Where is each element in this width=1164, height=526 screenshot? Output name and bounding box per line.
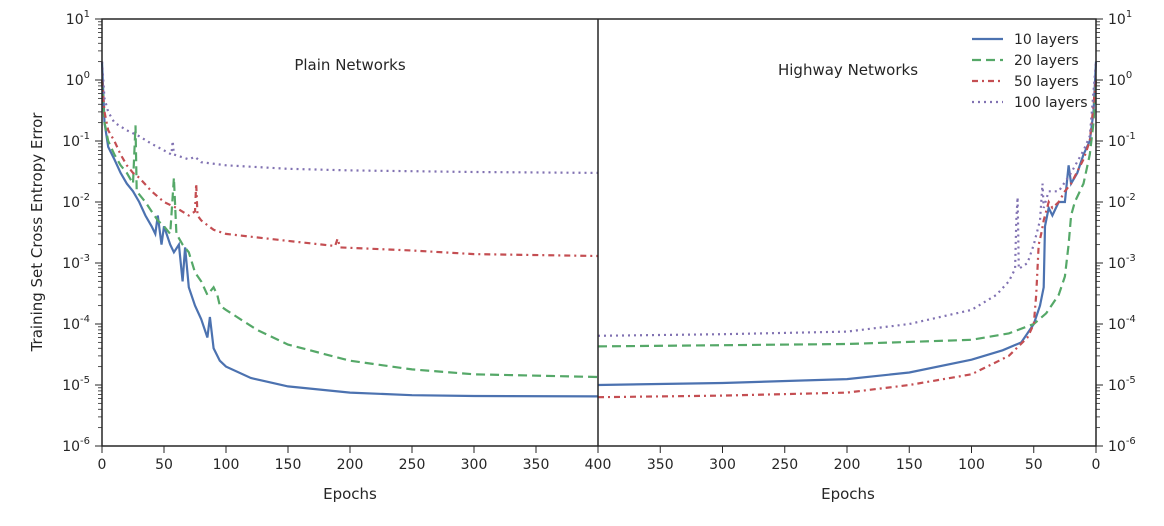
- y-axis-label: Training Set Cross Entropy Error: [28, 112, 46, 353]
- x-tick-label: 250: [771, 457, 798, 473]
- y-tick-label-right: 10-2: [1108, 192, 1136, 211]
- y-tick-label-left: 100: [66, 70, 90, 89]
- y-tick-label-right: 100: [1108, 70, 1132, 89]
- panel-title-highway: Highway Networks: [778, 61, 918, 79]
- y-tick-label-left: 10-4: [62, 314, 90, 333]
- y-tick-label-right: 10-1: [1108, 131, 1136, 150]
- legend-label: 50 layers: [1014, 74, 1079, 90]
- x-axis-label-plain: Epochs: [323, 485, 377, 503]
- legend-label: 10 layers: [1014, 32, 1079, 48]
- x-tick-label: 50: [1025, 457, 1043, 473]
- x-tick-label: 0: [98, 457, 107, 473]
- series-line-20-layers-highway: [597, 79, 1098, 348]
- y-tick-label-left: 10-3: [62, 253, 90, 272]
- x-tick-label: 200: [337, 457, 364, 473]
- x-axis-label-highway: Epochs: [821, 485, 875, 503]
- x-tick-label: 100: [213, 457, 240, 473]
- panel-title-plain: Plain Networks: [294, 56, 405, 74]
- x-tick-label: 50: [155, 457, 173, 473]
- series-line-20-layers-plain: [100, 79, 599, 379]
- y-tick-label-right: 10-3: [1108, 253, 1136, 272]
- y-tick-label-left: 101: [66, 9, 90, 28]
- y-tick-label-left: 10-2: [62, 192, 90, 211]
- y-tick-label-right: 10-4: [1108, 314, 1136, 333]
- x-tick-label: 300: [461, 457, 488, 473]
- curves: [100, 61, 1098, 399]
- x-tick-label: 100: [958, 457, 985, 473]
- x-tick-label: 150: [275, 457, 302, 473]
- y-tick-label-left: 10-5: [62, 375, 90, 394]
- y-tick-label-left: 10-6: [62, 436, 90, 455]
- x-tick-label: 250: [399, 457, 426, 473]
- axes: 0 50 100 150 200 250 300 350 400 350 300 250 200 150 1…: [62, 9, 1136, 473]
- series-line-10-layers-plain: [100, 61, 599, 398]
- series-line-100-layers-plain: [100, 61, 599, 174]
- y-tick-label-right: 10-6: [1108, 436, 1136, 455]
- y-tick-label-right: 101: [1108, 9, 1132, 28]
- y-tick-label-right: 10-5: [1108, 375, 1136, 394]
- legend: 10 layers 20 layers 50 layers 100 layers: [972, 32, 1088, 111]
- y-tick-label-left: 10-1: [62, 131, 90, 150]
- x-tick-label: 150: [896, 457, 923, 473]
- x-tick-label: 200: [834, 457, 861, 473]
- x-tick-label: 400: [585, 457, 612, 473]
- legend-label: 20 layers: [1014, 53, 1079, 69]
- series-line-50-layers-plain: [100, 79, 599, 258]
- x-tick-label: 350: [523, 457, 550, 473]
- plot-frame: [101, 18, 1097, 447]
- series-line-50-layers-highway: [597, 79, 1098, 399]
- x-tick-label: 300: [709, 457, 736, 473]
- legend-label: 100 layers: [1014, 95, 1088, 111]
- series-line-100-layers-highway: [597, 61, 1098, 337]
- x-tick-label: 350: [647, 457, 674, 473]
- x-tick-label: 0: [1092, 457, 1101, 473]
